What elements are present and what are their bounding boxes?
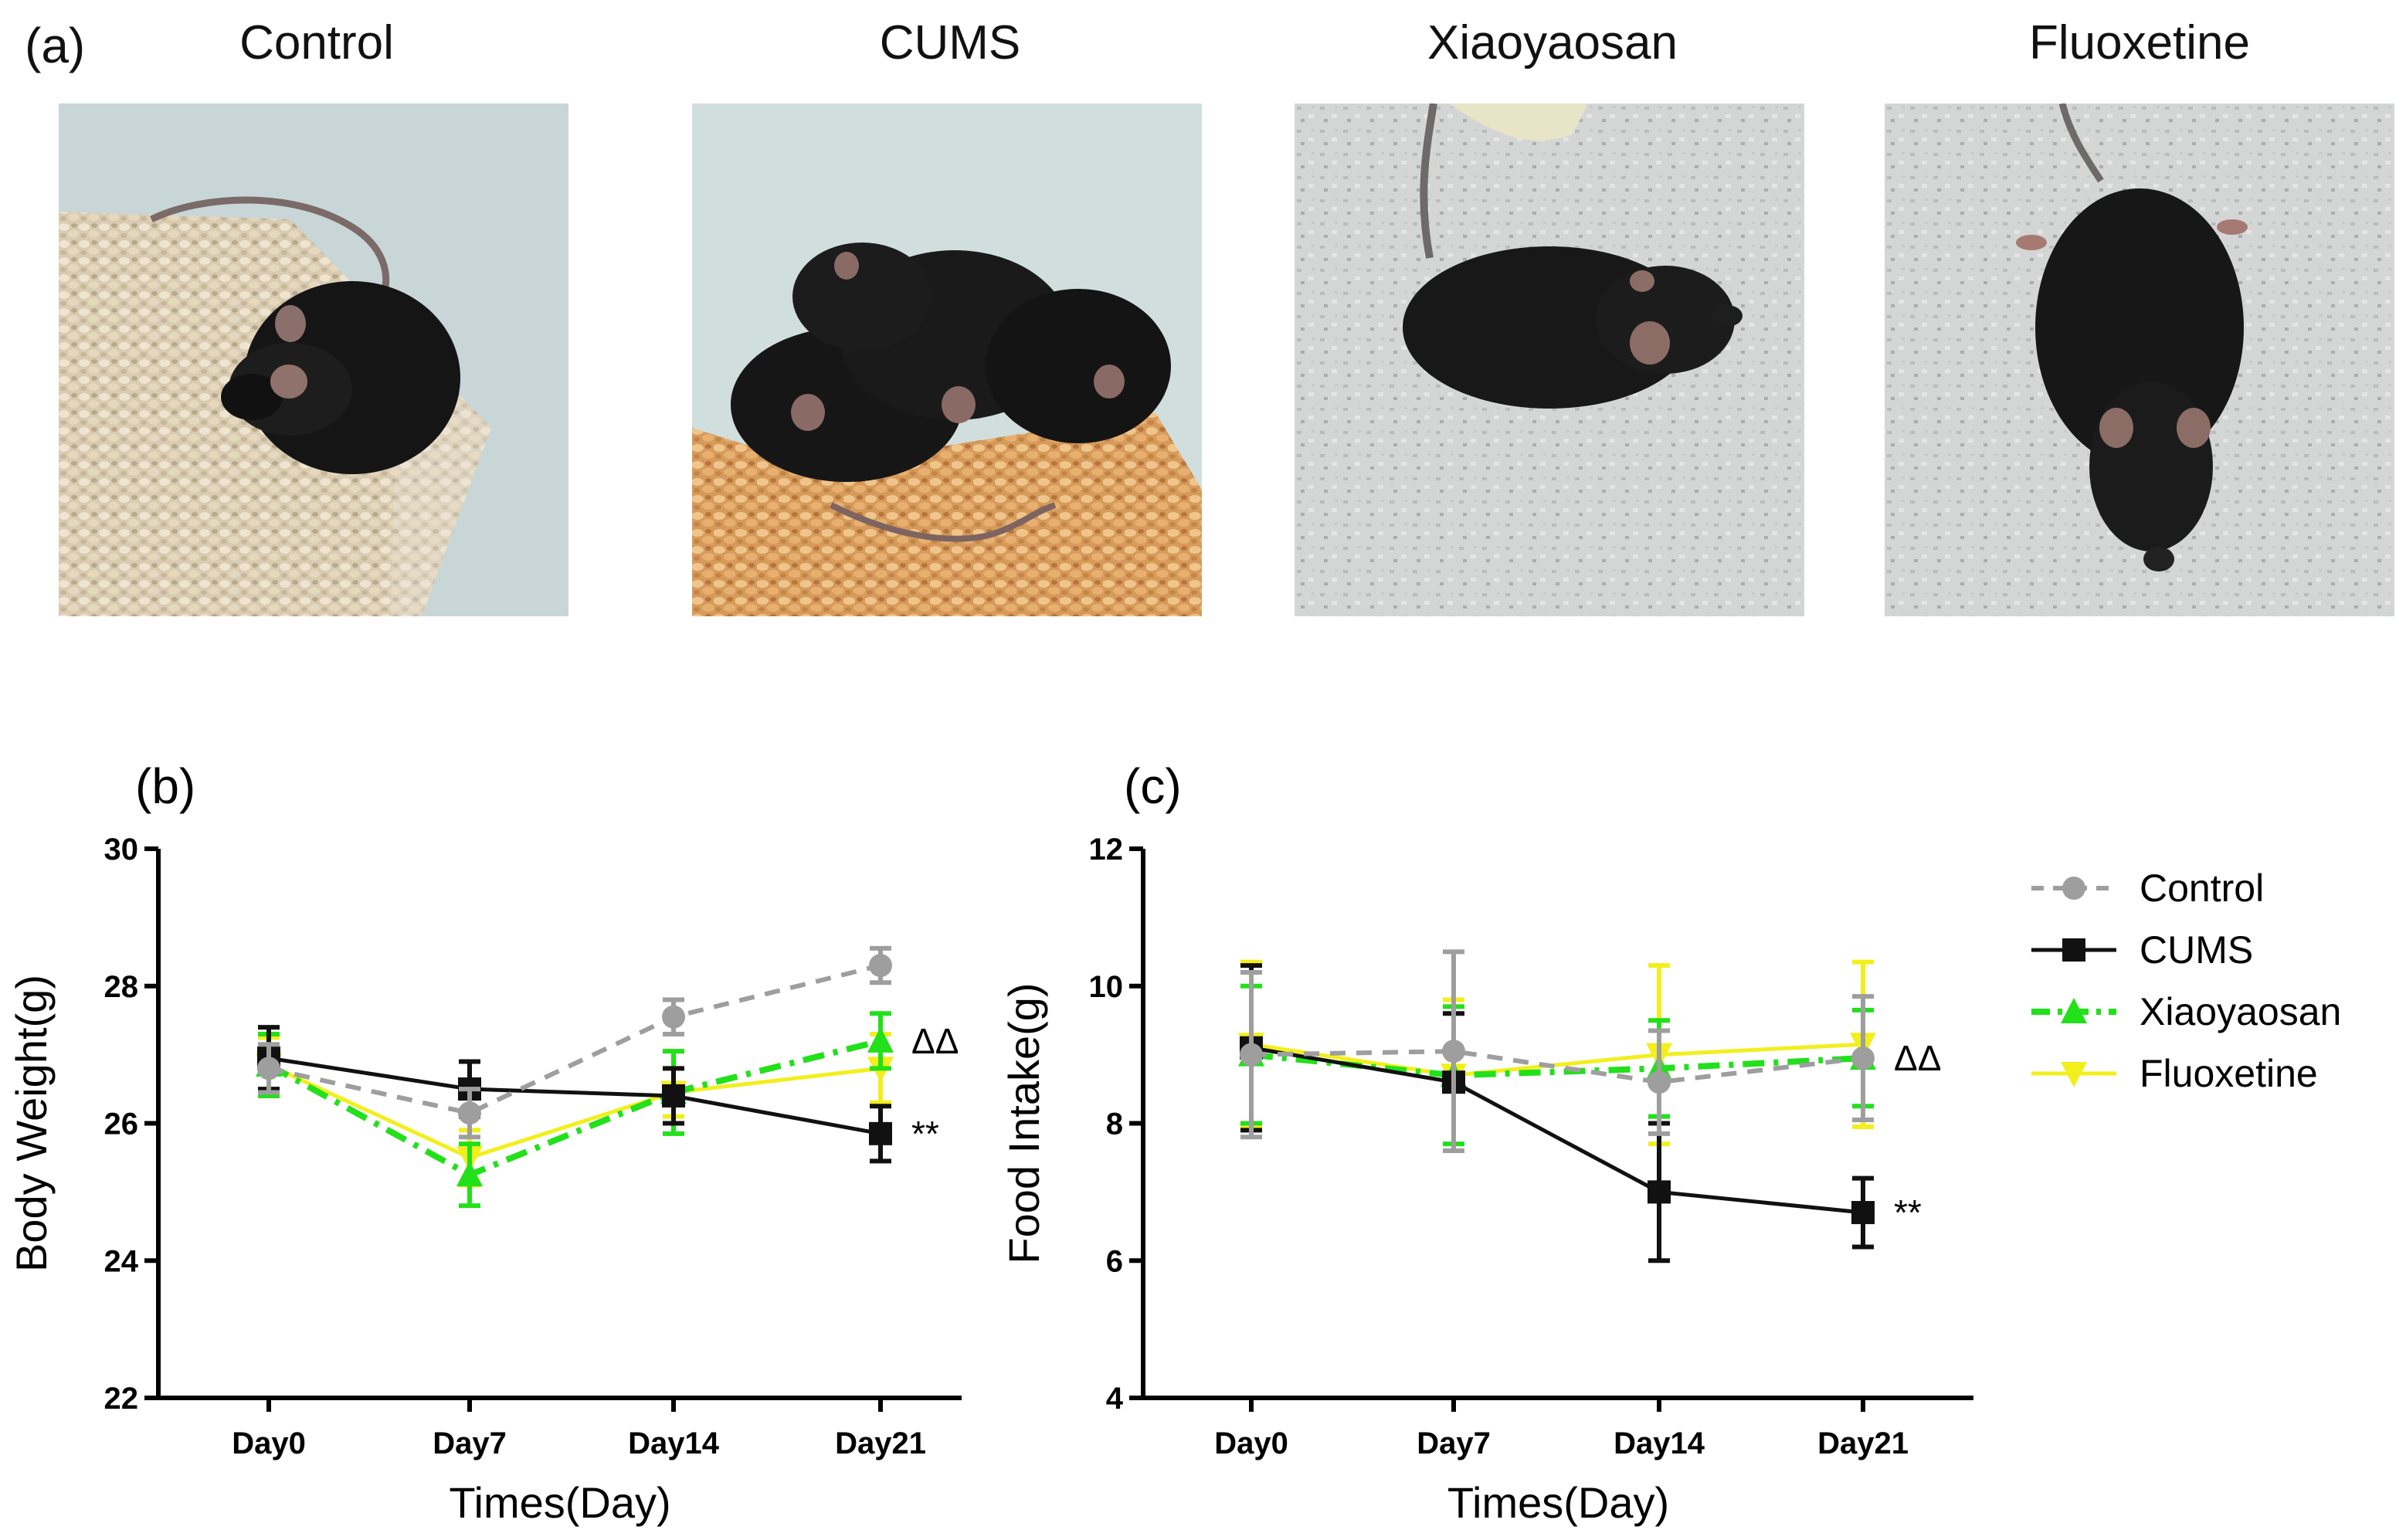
panel-c-point-control xyxy=(1442,1040,1465,1063)
panel-c-line-cums xyxy=(1251,1046,1864,1215)
photo-fluoxetine xyxy=(1885,103,2394,616)
panel-c-letter: (c) xyxy=(1124,758,1182,814)
panel-c-y-tick-label: 4 xyxy=(1106,1382,1124,1416)
panel-b-y-tick-label: 24 xyxy=(104,1244,139,1278)
legend-marker-cums xyxy=(2062,938,2085,962)
panel-b-point-xiaoyaosan xyxy=(867,1026,894,1053)
photo-cums xyxy=(692,103,1202,616)
panel-b-point-control xyxy=(458,1101,481,1125)
panel-c-y-tick-label: 12 xyxy=(1089,833,1124,867)
panel-b-x-axis-title: Times(Day) xyxy=(449,1478,670,1527)
photo-control xyxy=(59,103,568,616)
panel-b-y-tick-label: 22 xyxy=(104,1382,139,1416)
legend-label-xiaoyaosan: Xiaoyaosan xyxy=(2140,990,2341,1033)
panel-c-line-fluoxetine xyxy=(1251,1042,1864,1077)
panel-c-point-control xyxy=(1851,1046,1875,1070)
legend-marker-control xyxy=(2062,877,2085,900)
photo-title-cums: CUMS xyxy=(879,16,1021,70)
legend-label-cums: CUMS xyxy=(2140,928,2253,972)
panel-c-point-cums xyxy=(1851,1201,1875,1225)
panel-c-y-axis-title: Food Intake(g) xyxy=(999,982,1048,1264)
panel-b-y-tick-label: 26 xyxy=(104,1108,139,1141)
photo-xiaoyaosan xyxy=(1295,103,1804,616)
panel-c-point-control xyxy=(1240,1043,1263,1067)
legend-label-control: Control xyxy=(2140,867,2264,910)
panel-b-line-cums xyxy=(268,1056,881,1136)
panel-c-y-tick-label: 6 xyxy=(1106,1244,1123,1278)
panel-c-x-tick-label: Day0 xyxy=(1214,1426,1288,1460)
panel-b-point-cums xyxy=(662,1084,685,1108)
legend-label-fluoxetine: Fluoxetine xyxy=(2140,1052,2318,1095)
panel-b-point-control xyxy=(869,954,892,978)
panel-c-y-tick-label: 10 xyxy=(1089,970,1124,1004)
panel-c-x-tick-label: Day21 xyxy=(1817,1426,1909,1460)
panel-b-x-tick-label: Day21 xyxy=(835,1426,926,1460)
panel-c-x-axis-title: Times(Day) xyxy=(1447,1478,1669,1527)
panel-c-y-tick-label: 8 xyxy=(1106,1108,1123,1141)
panel-c-x-tick-label: Day14 xyxy=(1614,1426,1705,1460)
photo-title-xiaoyaosan: Xiaoyaosan xyxy=(1427,16,1678,70)
panel-c-point-cums xyxy=(1648,1180,1671,1204)
panel-c-point-control xyxy=(1648,1070,1671,1094)
panel-a-letter: (a) xyxy=(25,18,86,73)
panel-c-line-control xyxy=(1251,1049,1864,1085)
panel-b-point-cums xyxy=(869,1121,892,1145)
panel-c-annotation-1: ** xyxy=(1894,1192,1922,1233)
panel-b-annotation-1: ** xyxy=(911,1114,939,1154)
legend-marker-xiaoyaosan xyxy=(2061,998,2087,1023)
panel-b-point-control xyxy=(662,1005,685,1029)
panel-b-x-tick-label: Day7 xyxy=(433,1426,507,1460)
panel-b-annotation-0: ΔΔ xyxy=(911,1021,959,1061)
panel-b-x-tick-label: Day0 xyxy=(232,1426,306,1460)
panel-b-line-fluoxetine xyxy=(267,1063,881,1160)
panel-b-x-tick-label: Day14 xyxy=(628,1426,720,1460)
panel-b-line-xiaoyaosan xyxy=(267,1037,881,1179)
photo-title-control: Control xyxy=(239,16,394,70)
panel-c-annotation-0: ΔΔ xyxy=(1894,1038,1941,1078)
legend-marker-fluoxetine xyxy=(2061,1062,2087,1087)
panel-b-point-xiaoyaosan xyxy=(456,1161,483,1187)
panel-b-line-control xyxy=(268,963,881,1116)
photo-title-fluoxetine: Fluoxetine xyxy=(2028,16,2251,70)
panel-b-y-tick-label: 30 xyxy=(104,833,139,867)
panel-b-y-axis-title: Body Weight(g) xyxy=(7,975,56,1272)
panel-b-y-tick-label: 28 xyxy=(104,970,139,1004)
panel-c-x-tick-label: Day7 xyxy=(1417,1426,1491,1460)
panel-b-letter: (b) xyxy=(135,758,195,814)
panel-b-point-control xyxy=(257,1057,280,1080)
